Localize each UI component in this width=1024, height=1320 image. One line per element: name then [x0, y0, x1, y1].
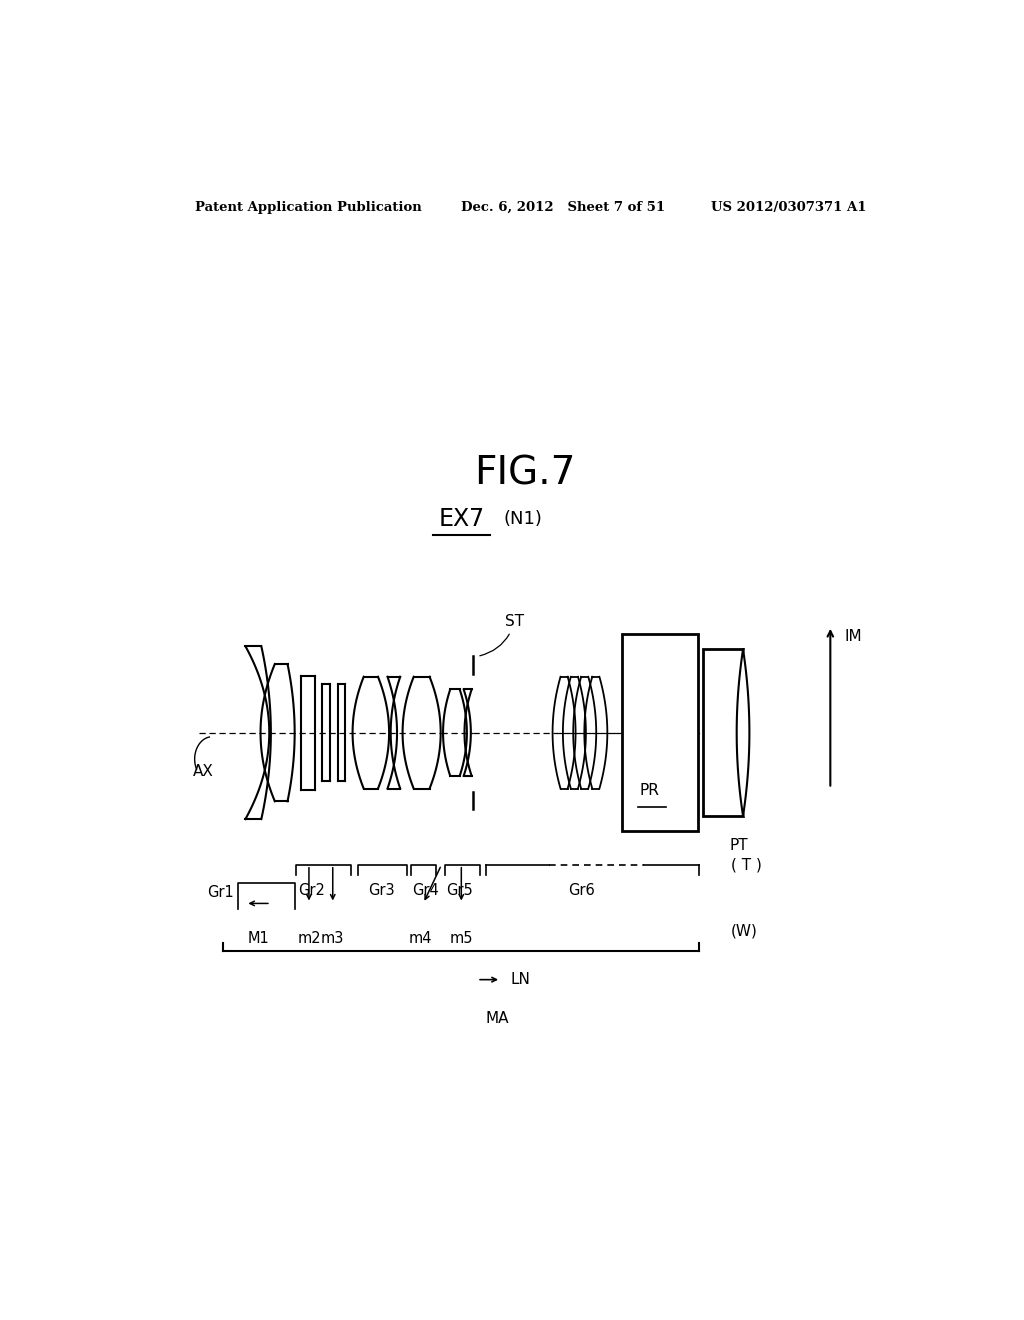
- Bar: [703, 649, 743, 816]
- Text: PT: PT: [730, 838, 749, 853]
- Text: AX: AX: [194, 764, 214, 779]
- Text: Gr3: Gr3: [368, 883, 394, 898]
- Text: LN: LN: [511, 972, 530, 987]
- Text: m4: m4: [410, 931, 432, 946]
- Text: PR: PR: [640, 783, 659, 799]
- Text: Gr4: Gr4: [412, 883, 439, 898]
- Text: Gr6: Gr6: [568, 883, 595, 898]
- Text: (W): (W): [731, 924, 758, 939]
- Text: MA: MA: [485, 1011, 509, 1026]
- Text: FIG.7: FIG.7: [474, 454, 575, 492]
- Text: EX7: EX7: [438, 507, 484, 531]
- Text: Gr2: Gr2: [298, 883, 325, 898]
- Text: Gr5: Gr5: [446, 883, 473, 898]
- Text: m2: m2: [297, 931, 321, 946]
- Text: (N1): (N1): [504, 511, 543, 528]
- Text: Patent Application Publication: Patent Application Publication: [196, 201, 422, 214]
- Text: M1: M1: [248, 931, 269, 946]
- Text: ( T ): ( T ): [731, 857, 762, 873]
- Text: IM: IM: [845, 628, 862, 644]
- Text: m3: m3: [322, 931, 344, 946]
- Bar: [623, 634, 697, 832]
- Text: US 2012/0307371 A1: US 2012/0307371 A1: [711, 201, 866, 214]
- Text: ST: ST: [480, 614, 524, 656]
- Text: m5: m5: [450, 931, 473, 946]
- Text: Gr1: Gr1: [207, 886, 233, 900]
- Text: Dec. 6, 2012   Sheet 7 of 51: Dec. 6, 2012 Sheet 7 of 51: [461, 201, 666, 214]
